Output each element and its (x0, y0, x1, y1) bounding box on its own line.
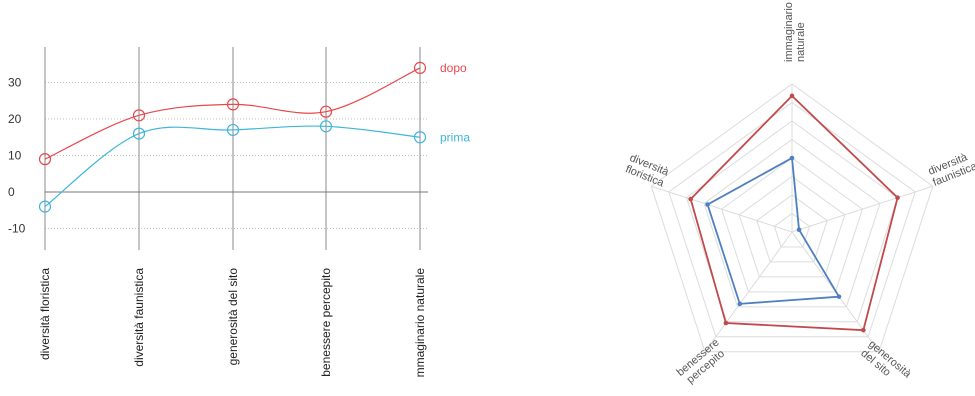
y-tick-label: 30 (8, 76, 22, 90)
radar-point (796, 227, 802, 233)
radar-axis-label-line: naturale (795, 22, 807, 62)
radar-axis-label: diversitàfloristica (623, 152, 671, 190)
x-category-label: diversità faunistica (132, 268, 146, 367)
radar-ring (738, 175, 846, 278)
radar-spoke (791, 185, 933, 233)
y-tick-label: 20 (8, 112, 22, 126)
radar-point (723, 320, 729, 326)
radar-chart: immaginarionaturale diversitàfaunistica ge… (623, 2, 975, 390)
radar-axis-label-line: immaginario (783, 2, 795, 62)
series-line (44, 67, 421, 160)
line-chart: 30 20 10 0 -10 diversità floristica diversità … (8, 47, 470, 377)
radar-ring (650, 83, 934, 353)
radar-axis-label: diversitàfaunistica (927, 149, 975, 189)
series-line (44, 125, 421, 208)
data-point (319, 120, 333, 133)
radar-point (861, 327, 866, 333)
data-point (413, 61, 427, 75)
radar-ring (721, 157, 863, 293)
series-label: prima (440, 130, 470, 144)
radar-point (705, 202, 710, 207)
x-category-label: generosità del sito (226, 268, 240, 366)
radar-series (689, 94, 899, 332)
data-point (319, 105, 333, 118)
y-tick-label: 0 (8, 185, 15, 199)
radar-axis-label: immaginarionaturale (783, 2, 807, 62)
radar-point (737, 301, 743, 307)
radar-axis-label: benesserepercepito (675, 337, 730, 388)
radar-point (789, 155, 795, 161)
radar-point (895, 195, 900, 200)
radar-point (789, 93, 795, 99)
radar-ring (668, 101, 916, 338)
y-tick-label: 10 (8, 149, 22, 163)
data-point (132, 109, 146, 122)
x-category-label: diversità floristica (38, 268, 52, 360)
x-category-label: benessere percepito (319, 268, 333, 377)
data-point (226, 98, 240, 111)
radar-spoke (651, 185, 793, 233)
x-category-label: mmaginario naturale (413, 268, 427, 378)
radar-ring (756, 194, 828, 263)
radar-series (706, 156, 841, 305)
radar-spoke (704, 231, 793, 353)
data-point (132, 127, 146, 140)
data-point (38, 153, 52, 166)
radar-ring (703, 138, 881, 308)
data-point (226, 123, 240, 137)
data-point (38, 200, 52, 213)
series-label: dopo (440, 61, 467, 75)
radar-ring (773, 212, 811, 248)
data-point (413, 131, 427, 144)
radar-point (688, 196, 693, 202)
radar-axis-label: generositàdel sito (858, 338, 913, 390)
y-tick-label: -10 (8, 222, 26, 236)
radar-point (836, 294, 842, 299)
